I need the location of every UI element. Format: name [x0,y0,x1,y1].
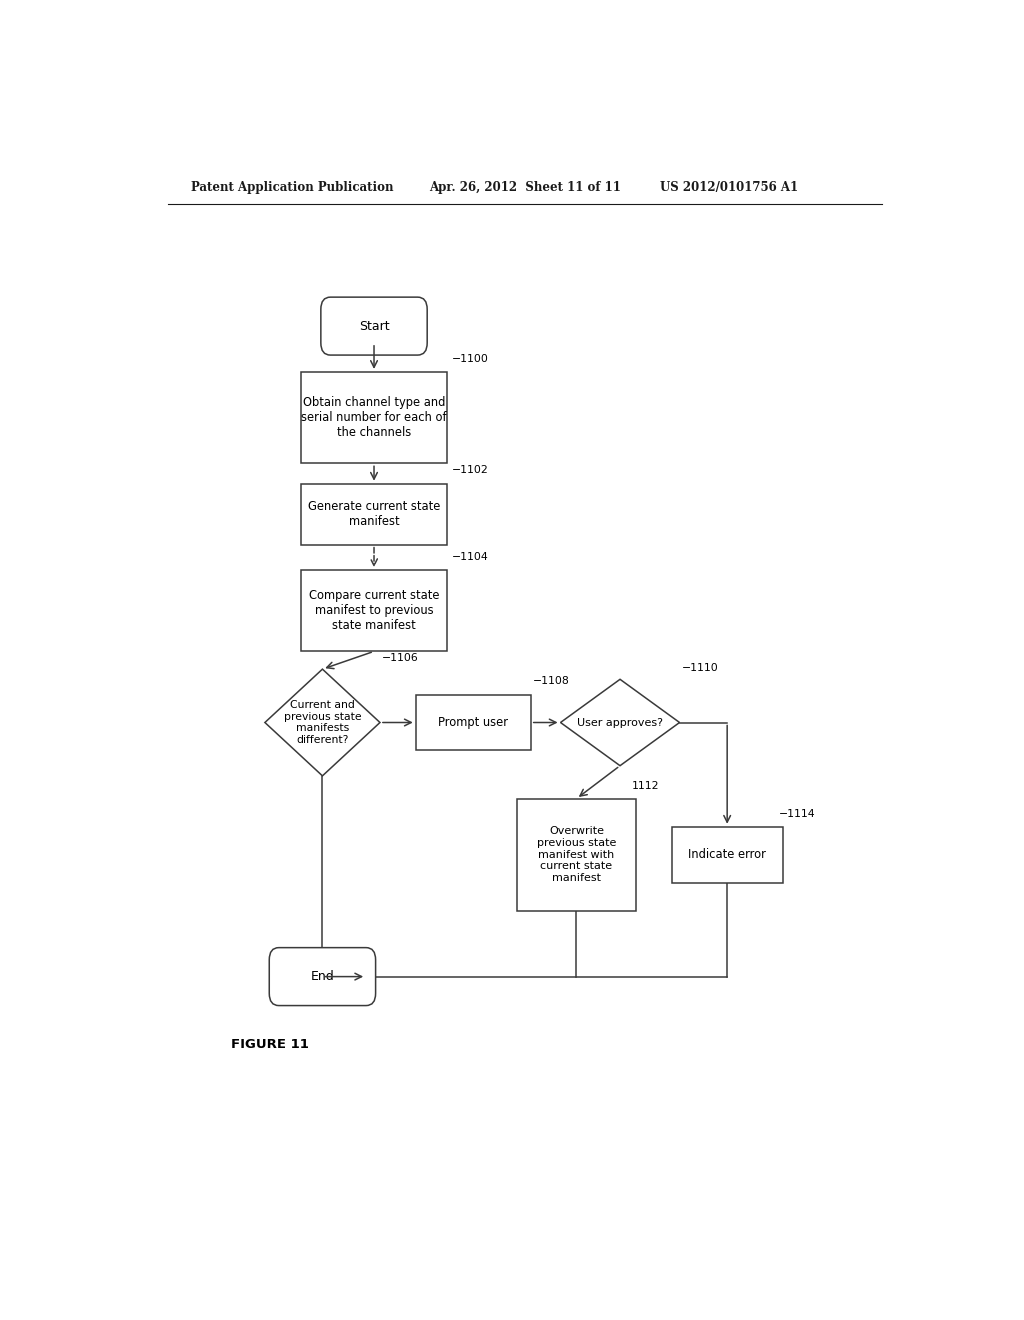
Text: Generate current state
manifest: Generate current state manifest [308,500,440,528]
Text: Compare current state
manifest to previous
state manifest: Compare current state manifest to previo… [309,589,439,632]
Text: −1104: −1104 [452,552,488,562]
Text: Obtain channel type and
serial number for each of
the channels: Obtain channel type and serial number fo… [301,396,446,440]
Text: Indicate error: Indicate error [688,849,766,861]
Text: 1112: 1112 [632,780,659,791]
Polygon shape [672,826,782,883]
Text: User approves?: User approves? [578,718,663,727]
FancyBboxPatch shape [269,948,376,1006]
Text: −1110: −1110 [682,663,719,673]
Polygon shape [517,799,636,911]
Text: −1108: −1108 [534,676,570,686]
Text: US 2012/0101756 A1: US 2012/0101756 A1 [659,181,798,194]
Text: −1114: −1114 [778,809,815,818]
Polygon shape [560,680,680,766]
Polygon shape [301,372,447,463]
Polygon shape [265,669,380,776]
Text: Current and
previous state
manifests
different?: Current and previous state manifests dif… [284,700,361,744]
Text: Prompt user: Prompt user [438,715,508,729]
Text: Overwrite
previous state
manifest with
current state
manifest: Overwrite previous state manifest with c… [537,826,616,883]
Text: −1100: −1100 [452,354,488,364]
Text: Start: Start [358,319,389,333]
Text: End: End [310,970,334,983]
FancyBboxPatch shape [321,297,427,355]
Text: Apr. 26, 2012  Sheet 11 of 11: Apr. 26, 2012 Sheet 11 of 11 [430,181,622,194]
Polygon shape [416,694,530,751]
Text: Patent Application Publication: Patent Application Publication [191,181,394,194]
Polygon shape [301,483,447,545]
Polygon shape [301,570,447,651]
Text: −1106: −1106 [382,653,419,663]
Text: −1102: −1102 [452,466,488,475]
Text: FIGURE 11: FIGURE 11 [231,1038,309,1051]
